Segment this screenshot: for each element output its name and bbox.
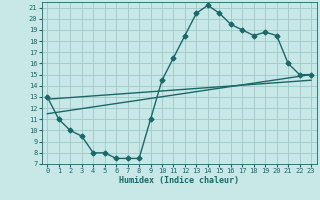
X-axis label: Humidex (Indice chaleur): Humidex (Indice chaleur) (119, 176, 239, 185)
